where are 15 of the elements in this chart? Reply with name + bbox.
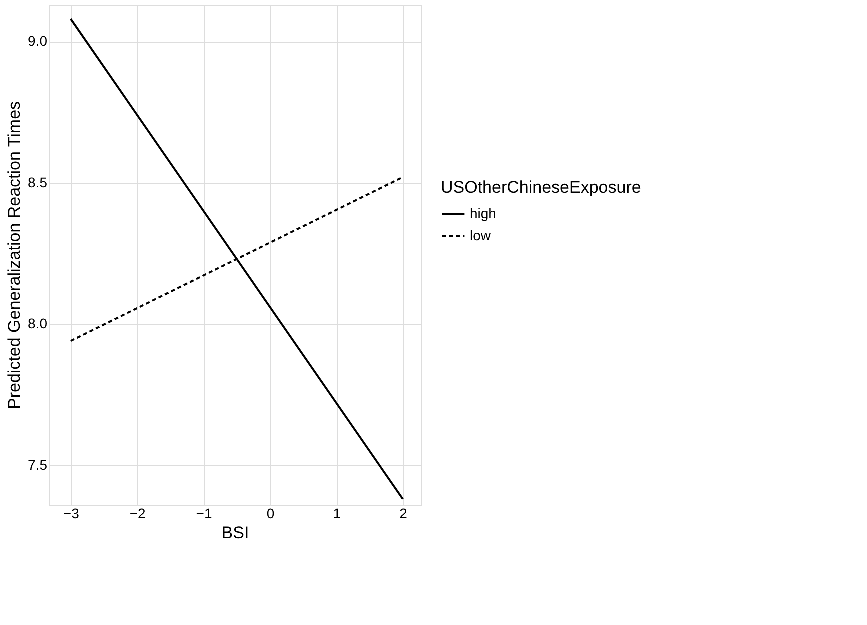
- y-tick-label: 7.5: [28, 456, 48, 473]
- y-tick-label: 8.5: [28, 174, 48, 190]
- x-tick-label: 2: [400, 506, 408, 522]
- y-tick-label: 8.0: [28, 316, 48, 332]
- x-axis-title: BSI: [222, 524, 250, 542]
- x-tick-label: −1: [196, 506, 212, 522]
- y-tick-label: 9.0: [28, 33, 48, 50]
- y-axis-title: Predicted Generalization Reaction Times: [5, 101, 24, 410]
- legend-label: high: [470, 206, 496, 222]
- x-tick-label: 1: [333, 506, 342, 522]
- x-tick-label: 0: [266, 506, 275, 522]
- legend-title: USOtherChineseExposure: [441, 178, 642, 197]
- x-tick-label: −3: [63, 506, 80, 522]
- x-tick-label: −2: [130, 506, 146, 522]
- legend-label: low: [470, 228, 492, 244]
